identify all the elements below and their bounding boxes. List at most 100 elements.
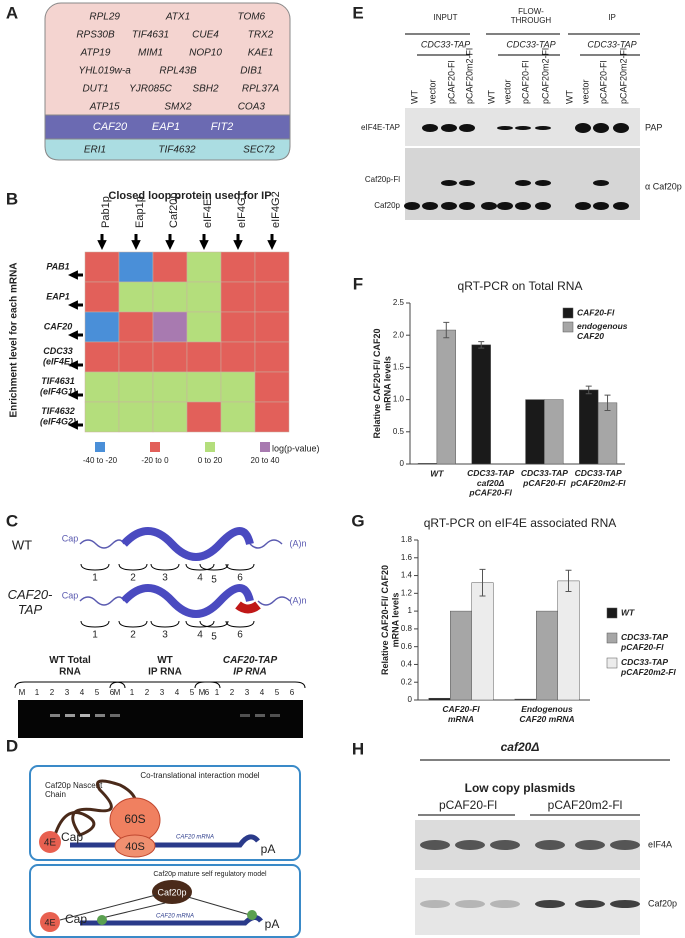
lane-label: pCAF20-Fl	[520, 60, 530, 104]
gene-name: TIF4632	[158, 145, 196, 156]
x-tick-label: WT	[430, 468, 444, 478]
enrichment-cell	[254, 371, 290, 403]
x-tick-label: CDC33-TAP pCAF20-Fl	[521, 468, 568, 488]
gel-bracket	[14, 681, 126, 689]
enrichment-cell	[186, 401, 222, 433]
enrichment-cell	[152, 371, 188, 403]
lane-label: 5	[95, 688, 100, 697]
x-tick-label: CDC33-TAP pCAF20m2-Fl	[570, 468, 626, 488]
band	[515, 126, 531, 130]
gel-bracket	[109, 681, 221, 689]
nascent-chain	[53, 779, 138, 837]
eif4e-green	[247, 910, 257, 920]
group-label: IP	[608, 13, 616, 22]
enrichment-cell	[152, 281, 188, 313]
label: Caf20p Nascent Chain	[45, 781, 103, 799]
band	[535, 126, 551, 130]
legend-swatch	[260, 442, 270, 452]
lane-label: 1	[130, 688, 135, 697]
row-label: CAF20	[44, 321, 73, 331]
gene-name: TRX2	[248, 30, 274, 41]
row-label: TIF4632 (eIF4G2)	[40, 406, 76, 426]
gene-name: FIT2	[211, 121, 234, 133]
segment-number: 4	[197, 573, 203, 584]
y-tick-label: 1.6	[401, 553, 413, 562]
segment-bracket	[80, 620, 110, 628]
arrow-head	[97, 240, 107, 250]
segment-bracket	[185, 620, 215, 628]
arrow-head	[68, 420, 78, 430]
y-tick-label: 1.0	[393, 395, 405, 404]
lane-label: pCAF20-Fl	[598, 60, 608, 104]
segment-bracket	[118, 563, 148, 571]
lane-label: 3	[160, 688, 165, 697]
enrichment-cell	[84, 311, 120, 343]
legend-swatch	[150, 442, 160, 452]
gene-name: CAF20	[93, 121, 128, 133]
band	[593, 123, 609, 133]
enrichment-cell	[152, 341, 188, 373]
blue-band	[44, 138, 291, 161]
label: Caf20p	[157, 887, 186, 897]
lane-label: 3	[65, 688, 70, 697]
strain-label: CAF20-TAP	[8, 587, 53, 617]
segment-bracket	[150, 563, 180, 571]
label: pA	[265, 917, 280, 931]
model-box	[29, 765, 301, 861]
panel-label: G	[351, 511, 364, 530]
lane-label: vector	[427, 79, 437, 104]
label: 40S	[125, 841, 145, 853]
segment-number: 2	[130, 573, 136, 584]
lane-label: WT	[564, 90, 574, 104]
lane-label: pCAF20m2-Fl	[540, 48, 550, 104]
orf	[121, 584, 254, 618]
gel-bracket	[194, 681, 306, 689]
interaction	[101, 902, 166, 919]
bar	[471, 582, 494, 701]
band	[613, 202, 629, 210]
utr3	[257, 596, 291, 606]
label: pA	[261, 842, 276, 856]
error-bar	[478, 341, 485, 349]
segment-number: 2	[130, 630, 136, 641]
band	[455, 840, 485, 850]
x-tick-label: CAF20-Fl mRNA	[442, 704, 480, 724]
label: CAF20 mRNA	[156, 914, 194, 920]
lane-label: 4	[80, 688, 85, 697]
band	[404, 202, 420, 210]
legend-label: -40 to -20	[83, 456, 118, 465]
ribosome-40s	[114, 834, 156, 858]
gene-name: RPL43B	[159, 66, 197, 77]
gene-name: ATX1	[165, 12, 190, 23]
column-label: eIF4E	[202, 199, 214, 228]
arrow-head	[68, 270, 78, 280]
y-tick-label: 0	[400, 459, 405, 468]
band	[420, 900, 450, 908]
gel-band	[95, 714, 105, 717]
gene-name: CUE4	[192, 30, 219, 41]
gene-name: NOP10	[189, 48, 222, 59]
cap-label: Cap	[62, 590, 79, 600]
segment-number: 3	[162, 573, 168, 584]
enrichment-cell	[84, 401, 120, 433]
enrichment-cell	[220, 311, 256, 343]
lane-label: M	[199, 688, 206, 697]
eif4e	[39, 831, 61, 853]
band	[441, 124, 457, 132]
band	[593, 202, 609, 210]
row-label: PAB1	[46, 261, 69, 271]
chart-title: qRT-PCR on eIF4E associated RNA	[424, 516, 617, 530]
gene-name: RPS30B	[76, 30, 115, 41]
column-label: Caf20p	[168, 193, 180, 228]
enrichment-cell	[118, 251, 154, 283]
bar	[450, 610, 472, 701]
enrichment-cell	[186, 341, 222, 373]
legend-swatch	[562, 307, 574, 319]
enrichment-cell	[220, 281, 256, 313]
panel-label: H	[352, 739, 364, 758]
band	[515, 202, 531, 210]
bar	[417, 463, 438, 465]
band	[455, 900, 485, 908]
enrichment-cell	[84, 341, 120, 373]
column-label: Pab1p	[100, 196, 112, 228]
